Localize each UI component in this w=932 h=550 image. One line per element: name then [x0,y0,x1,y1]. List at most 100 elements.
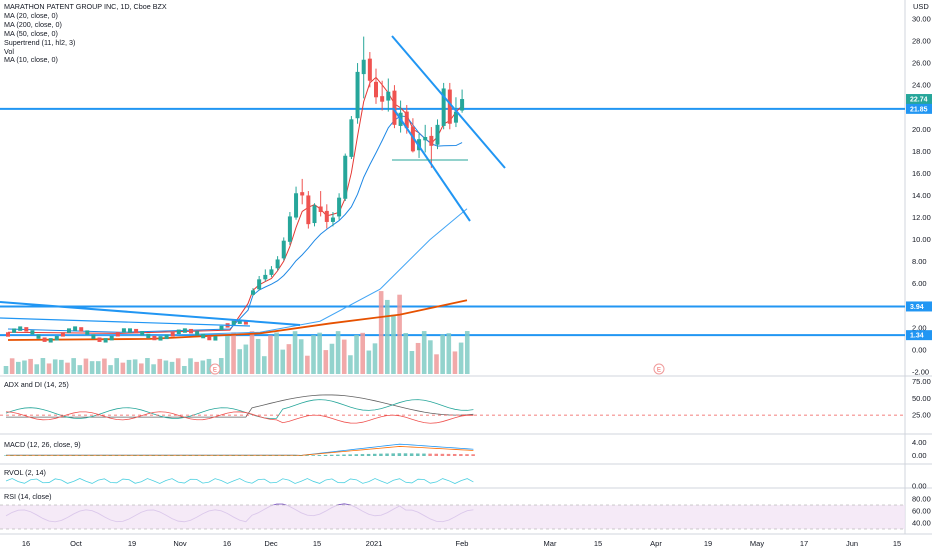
x-tick-label: Nov [173,539,187,548]
legend-ma200[interactable]: MA (200, close, 0) [4,19,62,29]
volume-bar [237,349,242,374]
y-tick-label: 0.00 [912,345,927,354]
adx-pane-label[interactable]: ADX and DI (14, 25) [4,380,69,389]
macd-histogram-bar [348,454,352,456]
macd-histogram-bar [311,455,315,456]
candle-body [257,279,262,290]
volume-bars [3,291,470,374]
candle-dec-15 [269,266,274,278]
volume-bar [9,358,15,374]
volume-bar [378,291,384,374]
candle-jan-22 [423,124,428,153]
volume-bar [286,344,292,374]
macd-pane-label[interactable]: MACD (12, 26, close, 9) [4,440,81,449]
macd-histogram-bar [145,455,149,456]
candle-early [182,328,187,333]
candle-body [392,90,397,125]
macd-histogram-bar [336,454,340,456]
macd-histogram-bar [170,455,174,456]
volume-bar [421,331,427,374]
trendlines[interactable] [0,35,506,327]
macd-histogram-bar [16,455,20,456]
macd-histogram-bar [83,455,88,456]
macd-histogram-bar [194,455,199,456]
y-tick-label: -2.00 [912,368,929,377]
volume-bar [428,340,433,374]
volume-bar [305,355,310,374]
horizontal-levels[interactable] [0,107,905,337]
macd-histogram-bar [237,455,242,456]
rvol-pane-label[interactable]: RVOL (2, 14) [4,468,46,477]
candle-early [207,335,212,341]
macd-histogram-bar [65,455,69,456]
candle-early [219,325,224,331]
x-tick-label: Feb [456,539,469,548]
adx-line [6,394,474,418]
y-tick-label: 18.00 [912,147,931,156]
chart-title[interactable]: MARATHON PATENT GROUP INC, 1D, Cboe BZX [4,2,167,11]
price-tag: 22.74 [906,94,932,105]
volume-bar [34,364,40,374]
y-tick-label: 30.00 [912,14,931,23]
macd-histogram-bar [428,453,432,456]
rsi-pane-label[interactable]: RSI (14, close) [4,492,52,501]
macd-histogram-bar [243,455,248,456]
price-tag: 3.94 [906,301,932,312]
volume-bar [434,354,439,374]
x-tick-label: Jun [846,539,858,548]
volume-bar [391,314,396,374]
candle-body [343,155,348,199]
macd-histogram-bar [176,455,180,456]
volume-bar [194,361,199,374]
legend-ma10[interactable]: MA (10, close, 0) [4,55,58,65]
candle-early [97,337,102,342]
candle-body [281,240,286,259]
candle-dec-29 [324,204,329,229]
candle-early [128,328,132,333]
candle-dec-18 [287,212,292,246]
volume-bar [280,349,286,374]
y-tick-label: 10.00 [912,235,931,244]
time-axis[interactable]: 16 Oct 19 Nov 16 Dec 15 2021 Feb Mar 15 Apr 19 May 17 J… [22,363,901,548]
candle-jan-6 [355,63,360,124]
candle-body [386,91,391,101]
volume-bar [458,342,464,374]
volume-bar [182,365,187,374]
volume-bar [3,366,9,374]
earnings-marker: E [653,363,665,375]
macd-histogram-bar [280,455,285,456]
candle-early [140,331,145,336]
candle-early [91,334,96,339]
volume-bar [71,358,76,374]
price-axis[interactable]: 30.0028.0026.0024.0022.0020.0018.0016.00… [906,2,932,377]
price-tag-box [906,301,932,312]
y-tick-label: 28.00 [912,36,931,45]
legend-volume[interactable]: Vol [4,46,14,56]
earnings-circle [653,363,665,375]
volume-bar [28,358,33,374]
x-tick-label: May [750,539,764,548]
legend-ma20[interactable]: MA (20, close, 0) [4,10,58,20]
macd-histogram-bar [440,453,445,456]
y-tick-label: 12.00 [912,213,931,222]
candle-early [152,335,157,341]
candle-early [24,327,29,332]
legend-ma50[interactable]: MA (50, close, 0) [4,28,58,38]
macd-histogram-bar [139,455,143,456]
candle-dec-11 [257,276,262,291]
legend-supertrend[interactable]: Supertrend (11, hl2, 3) [4,37,76,47]
macd-histogram-bar [53,455,57,456]
adx-tick: 50.00 [912,394,931,403]
candle-dec-14 [263,269,268,282]
price-tag: 21.85 [906,103,932,114]
x-tick-label: Dec [264,539,278,548]
volume-bar [163,360,169,374]
macd-histogram-bar [452,453,457,456]
ma200-line [7,299,468,341]
candle-early [195,331,200,336]
candle-body [447,89,452,124]
volume-bar [52,359,58,374]
adx-tick: 75.00 [912,377,931,386]
volume-bar [102,358,107,374]
